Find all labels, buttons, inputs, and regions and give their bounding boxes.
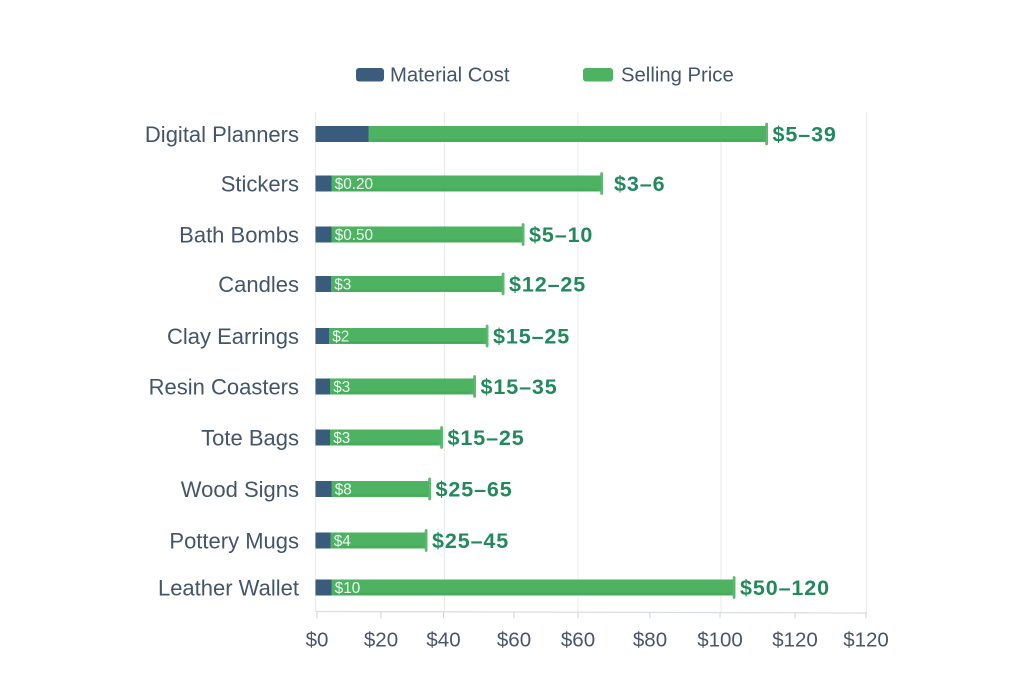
svg-text:$120: $120 bbox=[843, 629, 889, 652]
svg-text:$120: $120 bbox=[772, 629, 818, 652]
svg-text:$50–120: $50–120 bbox=[740, 576, 830, 600]
svg-text:Resin Coasters: Resin Coasters bbox=[149, 375, 299, 400]
svg-text:$3: $3 bbox=[333, 430, 350, 447]
svg-text:$20: $20 bbox=[364, 629, 398, 652]
svg-text:$80: $80 bbox=[633, 629, 667, 652]
svg-text:$15–35: $15–35 bbox=[481, 375, 558, 399]
svg-text:Leather Wallet: Leather Wallet bbox=[158, 576, 299, 601]
svg-text:Pottery Mugs: Pottery Mugs bbox=[169, 529, 299, 554]
svg-text:$8: $8 bbox=[335, 481, 352, 498]
svg-text:Clay Earrings: Clay Earrings bbox=[167, 324, 299, 349]
svg-text:Selling Price: Selling Price bbox=[621, 65, 734, 87]
svg-text:$25–65: $25–65 bbox=[436, 478, 513, 502]
svg-text:Candles: Candles bbox=[218, 272, 299, 297]
svg-text:$60: $60 bbox=[497, 629, 531, 652]
svg-text:$60: $60 bbox=[561, 629, 595, 652]
svg-text:$40: $40 bbox=[426, 629, 460, 652]
svg-text:$15–25: $15–25 bbox=[448, 426, 525, 450]
svg-text:Bath Bombs: Bath Bombs bbox=[179, 223, 299, 248]
svg-text:$4: $4 bbox=[334, 533, 352, 550]
svg-text:$0.20: $0.20 bbox=[335, 176, 373, 193]
svg-text:$0.50: $0.50 bbox=[335, 227, 373, 244]
svg-text:$25–45: $25–45 bbox=[432, 529, 509, 553]
svg-text:$15–25: $15–25 bbox=[493, 325, 570, 349]
svg-text:$2: $2 bbox=[332, 328, 349, 345]
svg-text:$3–6: $3–6 bbox=[614, 172, 665, 196]
svg-text:$5–39: $5–39 bbox=[773, 123, 837, 147]
svg-text:$0: $0 bbox=[306, 629, 329, 652]
svg-text:Tote Bags: Tote Bags bbox=[201, 426, 299, 451]
svg-text:$100: $100 bbox=[697, 629, 743, 652]
svg-text:Digital Planners: Digital Planners bbox=[145, 122, 299, 147]
svg-text:Wood Signs: Wood Signs bbox=[181, 477, 299, 502]
svg-text:$5–10: $5–10 bbox=[529, 223, 593, 247]
svg-text:$3: $3 bbox=[333, 379, 350, 396]
svg-text:Stickers: Stickers bbox=[221, 172, 299, 197]
svg-text:$3: $3 bbox=[334, 276, 351, 293]
svg-text:$12–25: $12–25 bbox=[509, 273, 586, 297]
svg-text:$10: $10 bbox=[335, 580, 361, 597]
svg-text:Material Cost: Material Cost bbox=[390, 65, 510, 87]
